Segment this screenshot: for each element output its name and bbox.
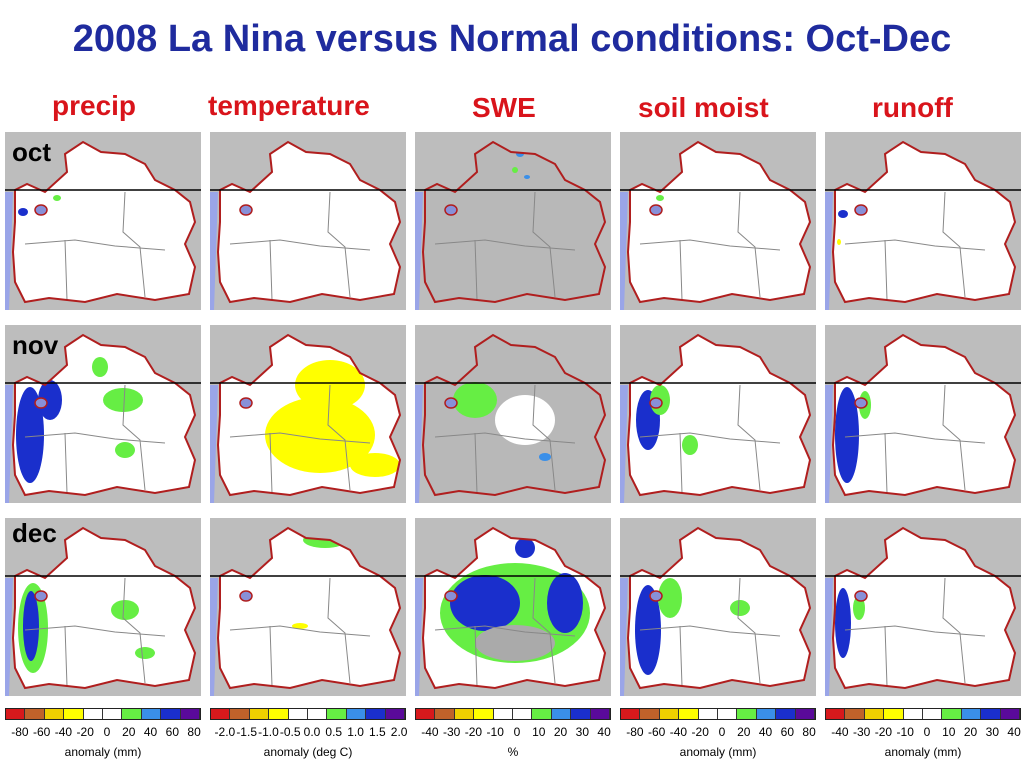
colorbar-swatches bbox=[620, 708, 816, 720]
colorbar-swatches bbox=[210, 708, 406, 720]
colorbar-tick: 1.5 bbox=[368, 725, 386, 739]
colorbar-tick: 40 bbox=[597, 725, 611, 739]
colorbar-tick: 0 bbox=[103, 725, 111, 739]
map-panel-dec-temperature bbox=[210, 518, 406, 696]
colorbar-tick: -1.5 bbox=[236, 725, 257, 739]
colorbar-tick: -40 bbox=[421, 725, 439, 739]
column-header-precip: precip bbox=[52, 90, 137, 121]
colorbar-swatches bbox=[5, 708, 201, 720]
colorbar-tick: -20 bbox=[874, 725, 893, 739]
map-panel-oct-soil-moist bbox=[620, 132, 816, 310]
colorbar-tick: 30 bbox=[985, 725, 1000, 739]
row-label-nov: nov bbox=[12, 330, 59, 360]
colorbar-tick: -60 bbox=[32, 725, 51, 739]
colorbar-runoff: -40 -30 -20 -10 0 10 20 30 40 anomaly (mm) bbox=[825, 708, 1021, 764]
colorbar-tick: -40 bbox=[54, 725, 73, 739]
map-panel-dec-SWE bbox=[415, 518, 611, 696]
colorbar-tick: 40 bbox=[143, 725, 158, 739]
map-panel-nov-soil-moist bbox=[620, 325, 816, 503]
colorbar-soil-moist: -80 -60 -40 -20 0 20 40 60 80 anomaly (mm) bbox=[620, 708, 816, 764]
colorbar-tick: -30 bbox=[442, 725, 461, 739]
colorbar-tick: 60 bbox=[165, 725, 180, 739]
colorbar-tick: 2.0 bbox=[390, 725, 408, 739]
map-panel-nov-precip bbox=[5, 325, 201, 503]
colorbar-tick: 0 bbox=[923, 725, 931, 739]
colorbar-tick: 80 bbox=[187, 725, 201, 739]
colorbar-tick: 1.0 bbox=[347, 725, 364, 739]
colorbar-tick: -0.5 bbox=[279, 725, 301, 739]
colorbar-tick: -40 bbox=[831, 725, 849, 739]
map-panel-dec-precip bbox=[5, 518, 201, 696]
colorbar-unit-label: anomaly (mm) bbox=[884, 745, 962, 759]
colorbar-tick: -2.0 bbox=[214, 725, 236, 739]
colorbar-tick: 20 bbox=[737, 725, 751, 739]
map-panel-nov-SWE bbox=[415, 325, 611, 503]
colorbar-tick: -20 bbox=[464, 725, 483, 739]
colorbar-tick: 40 bbox=[1007, 725, 1021, 739]
row-label-dec: dec bbox=[12, 518, 57, 548]
colorbar-tick: 0.0 bbox=[303, 725, 321, 739]
column-header-soil-moist: soil moist bbox=[638, 92, 769, 123]
slide-title: 2008 La Nina versus Normal conditions: O… bbox=[72, 18, 952, 60]
colorbar-tick: 0 bbox=[718, 725, 726, 739]
column-header-SWE: SWE bbox=[472, 92, 536, 123]
colorbar-tick: 0 bbox=[513, 725, 521, 739]
colorbar-swatches bbox=[825, 708, 1021, 720]
colorbar-tick: 40 bbox=[758, 725, 773, 739]
row-label-oct: oct bbox=[12, 137, 51, 167]
colorbar-tick: -80 bbox=[626, 725, 644, 739]
colorbar-tick: -10 bbox=[486, 725, 504, 739]
colorbar-tick: 20 bbox=[963, 725, 978, 739]
colorbar-tick: 0.5 bbox=[325, 725, 343, 739]
colorbar-tick: 30 bbox=[575, 725, 590, 739]
colorbar-tick: 20 bbox=[553, 725, 568, 739]
colorbar-tick: -40 bbox=[669, 725, 688, 739]
map-panel-oct-temperature bbox=[210, 132, 406, 310]
colorbar-tick: 60 bbox=[780, 725, 795, 739]
map-panel-oct-SWE bbox=[415, 132, 611, 310]
column-header-temperature: temperature bbox=[208, 90, 370, 121]
colorbar-tick: -1.0 bbox=[258, 725, 279, 739]
colorbar-tick: -80 bbox=[11, 725, 29, 739]
colorbar-unit-label: % bbox=[507, 745, 519, 759]
map-panel-nov-runoff bbox=[825, 325, 1021, 503]
colorbar-tick: -10 bbox=[896, 725, 914, 739]
colorbar-tick: -20 bbox=[691, 725, 709, 739]
colorbar-tick: -20 bbox=[76, 725, 94, 739]
colorbar-unit-label: anomaly (deg C) bbox=[263, 745, 353, 759]
colorbar-tick: 20 bbox=[122, 725, 136, 739]
colorbar-precip: -80 -60 -40 -20 0 20 40 60 80 anomaly (mm) bbox=[5, 708, 201, 764]
colorbar-temperature: -2.0 -1.5 -1.0 -0.5 0.0 0.5 1.0 1.5 2.0 anomaly (… bbox=[210, 708, 408, 764]
colorbar-tick: 10 bbox=[532, 725, 546, 739]
map-panel-nov-temperature bbox=[210, 325, 406, 503]
colorbar-tick: 80 bbox=[802, 725, 816, 739]
colorbar-unit-label: anomaly (mm) bbox=[64, 745, 142, 759]
column-header-runoff: runoff bbox=[872, 92, 953, 123]
map-panel-dec-runoff bbox=[825, 518, 1021, 696]
colorbar-tick: -60 bbox=[647, 725, 666, 739]
colorbar-tick: -30 bbox=[852, 725, 871, 739]
map-panel-oct-runoff bbox=[825, 132, 1021, 310]
colorbar-SWE: -40 -30 -20 -10 0 10 20 30 40% bbox=[415, 708, 611, 764]
colorbar-unit-label: anomaly (mm) bbox=[679, 745, 757, 759]
colorbar-tick: 10 bbox=[942, 725, 956, 739]
map-panel-oct-precip bbox=[5, 132, 201, 310]
map-panel-dec-soil-moist bbox=[620, 518, 816, 696]
colorbar-swatches bbox=[415, 708, 611, 720]
